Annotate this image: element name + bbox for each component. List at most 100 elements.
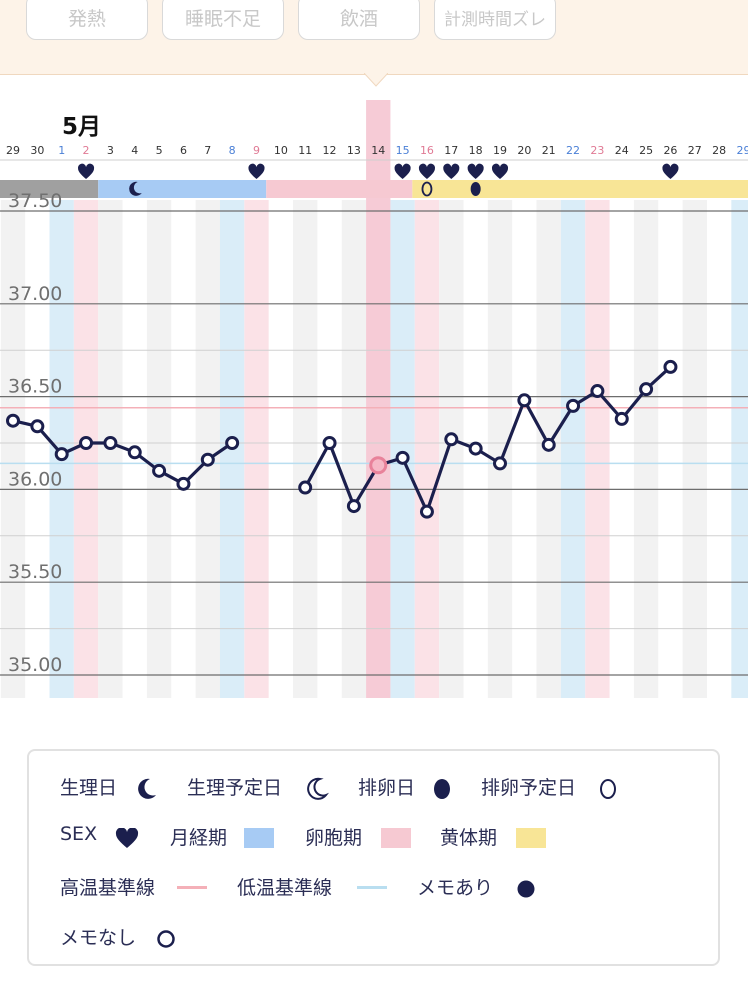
day-label: 29 [737, 144, 748, 157]
day-label: 21 [542, 144, 556, 157]
ovulation-outline-icon [600, 779, 616, 799]
day-label: 15 [396, 144, 410, 157]
memo-empty-dot-icon [157, 930, 175, 948]
day-column-band [146, 200, 172, 698]
legend-low-baseline-label: 低温基準線 [237, 877, 333, 899]
temperature-point [614, 411, 629, 426]
day-label: 12 [323, 144, 337, 157]
day-label: 2 [83, 144, 90, 157]
temperature-point [176, 476, 191, 491]
phase-bar-follicular [266, 180, 413, 198]
tag-drinking-button[interactable]: 飲酒 [298, 0, 420, 40]
ovulation-filled-icon [434, 779, 450, 799]
day-label: 3 [107, 144, 114, 157]
y-tick-label: 35.00 [8, 654, 62, 676]
temperature-point [590, 384, 605, 399]
legend-period-day-label: 生理日 [60, 777, 118, 799]
day-column-band [195, 200, 220, 698]
day-label: 17 [444, 144, 458, 157]
temperature-point [566, 398, 581, 413]
phase-bar-period [98, 180, 267, 198]
legend-memo-yes-label: メモあり [417, 877, 494, 899]
day-label: 22 [566, 144, 580, 157]
legend-follicular-swatch [381, 828, 411, 848]
crescent-moon-filled-icon [138, 778, 156, 799]
tag-fever-button[interactable]: 発熱 [26, 0, 148, 40]
day-label: 16 [420, 144, 434, 157]
day-label: 24 [615, 144, 629, 157]
ovulation-outline-icon [421, 181, 433, 197]
heart-icon [491, 163, 509, 179]
legend-follicular-phase-label: 卵胞期 [305, 827, 363, 849]
day-column-band [487, 200, 513, 698]
temperature-point [541, 437, 556, 452]
day-label: 7 [204, 144, 211, 157]
day-label: 25 [639, 144, 653, 157]
day-label: 9 [253, 144, 260, 157]
memo-filled-dot-icon [517, 880, 535, 898]
day-label: 28 [712, 144, 726, 157]
legend-luteal-phase-label: 黄体期 [440, 827, 498, 849]
heart-icon [662, 163, 679, 179]
legend-ovulation-day-label: 排卵日 [358, 777, 416, 799]
legend-ovulation-predicted-label: 排卵予定日 [481, 777, 577, 799]
temperature-point [6, 413, 20, 428]
day-column-band [0, 200, 26, 698]
tag-measurement-time-gap-button[interactable]: 計測時間ズレ [434, 0, 556, 40]
temperature-point [419, 504, 434, 519]
panel-pointer-arrow [364, 73, 388, 87]
temperature-point [395, 450, 410, 465]
phase-bar-period_actual [0, 180, 99, 198]
day-label: 5 [156, 144, 163, 157]
tag-sleep-deprivation-button[interactable]: 睡眠不足 [162, 0, 284, 40]
temperature-point [79, 436, 94, 450]
temperature-point [444, 432, 459, 447]
heart-icon [418, 163, 436, 179]
y-tick-label: 35.50 [8, 561, 62, 583]
day-column-band [244, 200, 269, 698]
temperature-point [54, 447, 69, 462]
y-tick-label: 37.50 [8, 190, 62, 212]
day-label: 14 [371, 144, 385, 157]
day-column-band [341, 200, 367, 698]
temperature-point [127, 445, 142, 460]
day-column-band [682, 200, 707, 698]
legend-menstrual-phase-label: 月経期 [170, 827, 228, 849]
temperature-point [517, 393, 532, 408]
legend-panel: 生理日 生理予定日 排卵日 排卵予定日 SEX 月経期 卵胞期 黄体期 高温基準… [27, 749, 720, 966]
day-label: 19 [493, 144, 507, 157]
heart-icon [115, 828, 139, 848]
temperature-point [322, 436, 337, 450]
day-label: 30 [30, 144, 44, 157]
selected-day-column [366, 100, 391, 698]
day-label: 6 [180, 144, 187, 157]
heart-icon [443, 163, 460, 179]
day-label: 18 [469, 144, 483, 157]
day-column-band [731, 200, 748, 698]
y-tick-label: 36.50 [8, 376, 62, 398]
day-column-band [633, 200, 659, 698]
day-label: 26 [663, 144, 677, 157]
day-label: 27 [688, 144, 702, 157]
temperature-point [225, 436, 240, 450]
day-column-band [585, 200, 610, 698]
y-tick-label: 37.00 [8, 283, 62, 305]
bbt-chart[interactable]: 29 30 1 2 3 4 5 6 7 8 9 10 11 12 13 14 15 16 17 18 19 20 21 22 2… [0, 0, 748, 700]
y-tick-label: 36.00 [8, 468, 62, 490]
legend-high-baseline-swatch [177, 886, 207, 889]
heart-icon [248, 163, 265, 179]
crescent-moon-outline-icon [307, 777, 329, 800]
legend-menstrual-swatch [244, 828, 274, 848]
day-label: 1 [58, 144, 65, 157]
day-label: 4 [131, 144, 138, 157]
temperature-point [493, 456, 507, 471]
temperature-point [298, 480, 313, 495]
temperature-point [200, 452, 215, 467]
day-label: 13 [347, 144, 361, 157]
temperature-point [30, 419, 45, 434]
phase-bar-luteal [412, 180, 748, 198]
temperature-point [639, 382, 654, 397]
day-column-band [414, 200, 440, 698]
temperature-point [152, 463, 167, 478]
crescent-moon-filled-icon [129, 181, 142, 196]
